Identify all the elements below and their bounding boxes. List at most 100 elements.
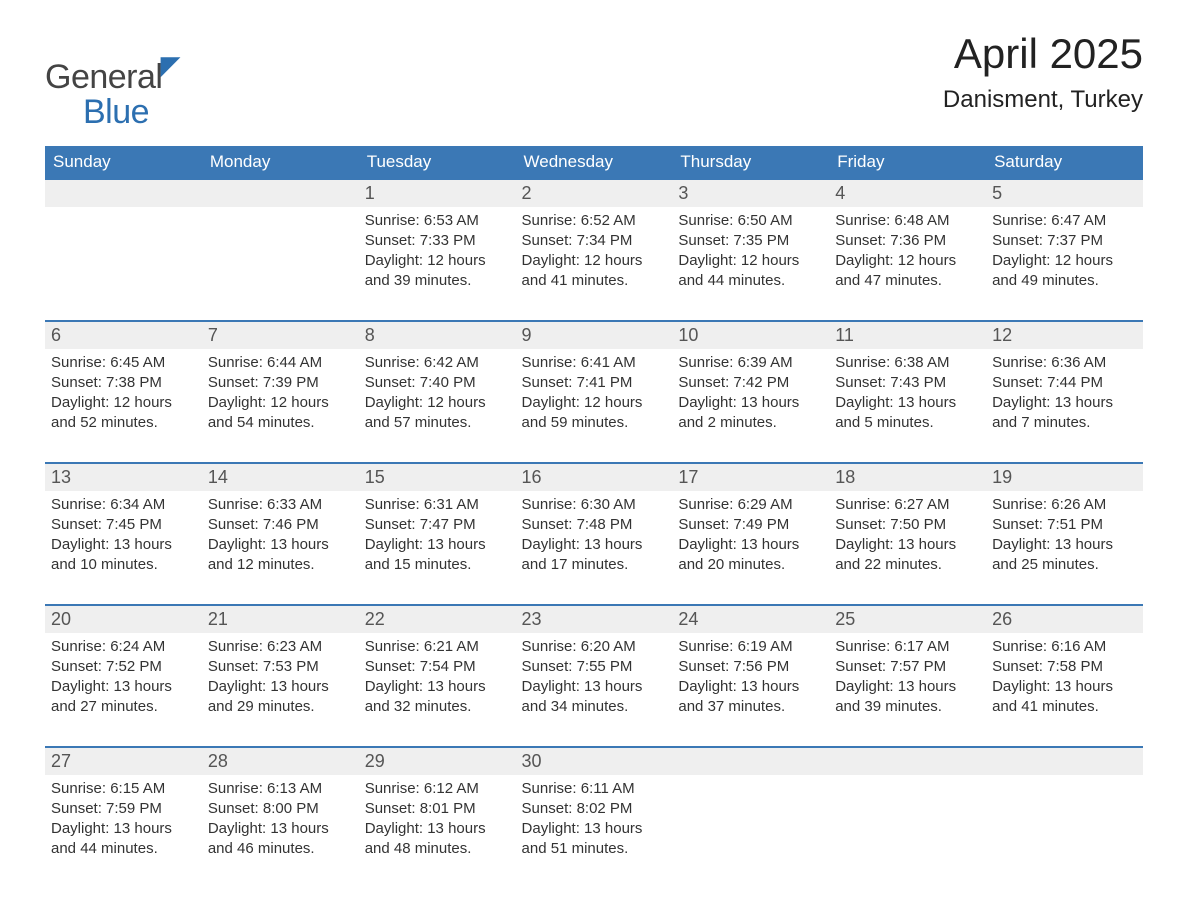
sunset-line: Sunset: 7:45 PM [51,516,162,533]
sunset-line: Sunset: 7:48 PM [522,516,633,533]
sunrise-line: Sunrise: 6:16 AM [992,638,1106,655]
daylight-line: Daylight: 13 hours and 20 minutes. [678,536,799,573]
day-details: Sunrise: 6:21 AM Sunset: 7:54 PM Daylight:… [359,633,516,747]
day-content-row: Sunrise: 6:24 AMSunset: 7:52 PMDaylight:… [45,633,1143,747]
sunset-line: Sunset: 7:52 PM [51,658,162,675]
sunrise-line: Sunrise: 6:53 AM [365,212,479,229]
day-number: 11 [829,321,986,349]
sunrise-line: Sunrise: 6:38 AM [835,354,949,371]
day-number-row: 27282930 [45,747,1143,775]
day-number: 16 [516,463,673,491]
day-details: Sunrise: 6:45 AMSunset: 7:38 PMDaylight:… [45,349,202,463]
daylight-line: Daylight: 13 hours and 41 minutes. [992,678,1113,715]
sunrise-line: Sunrise: 6:44 AM [208,354,322,371]
empty-cell [202,207,359,321]
day-details: Sunrise: 6:41 AMSunset: 7:41 PMDaylight:… [516,349,673,463]
sunset-line: Sunset: 8:00 PM [208,800,319,817]
sunrise-line: Sunrise: 6:21 AM [365,638,479,655]
daylight-line: Daylight: 13 hours and 7 minutes. [992,394,1113,431]
day-number: 9 [516,321,673,349]
daylight-line: Daylight: 13 hours and 5 minutes. [835,394,956,431]
sunrise-line: Sunrise: 6:20 AM [522,638,636,655]
sunset-line: Sunset: 7:44 PM [992,374,1103,391]
daylight-line: Daylight: 13 hours and 39 minutes. [835,678,956,715]
day-details: Sunrise: 6:44 AMSunset: 7:39 PMDaylight:… [202,349,359,463]
daylight-line: Daylight: 13 hours and 51 minutes. [522,820,643,857]
empty-cell [45,207,202,321]
day-number: 20 [45,605,202,633]
sunset-line: Sunset: 7:38 PM [51,374,162,391]
day-details: Sunrise: 6:20 AMSunset: 7:55 PMDaylight:… [516,633,673,747]
daylight-line: Daylight: 13 hours and 25 minutes. [992,536,1113,573]
sunset-line: Sunset: 7:37 PM [992,232,1103,249]
sunrise-line: Sunrise: 6:52 AM [522,212,636,229]
day-number-row: 13141516171819 [45,463,1143,491]
daylight-line: Daylight: 13 hours and 29 minutes. [208,678,329,715]
sunset-line: Sunset: 7:59 PM [51,800,162,817]
calendar-table: SundayMondayTuesdayWednesdayThursdayFrid… [45,146,1143,888]
empty-cell [986,747,1143,775]
sunset-line: Sunset: 7:36 PM [835,232,946,249]
location-label: Danisment, Turkey [943,86,1143,114]
sunrise-line: Sunrise: 6:15 AM [51,780,165,797]
weekday-header: Tuesday [359,146,516,179]
sunset-line: Sunset: 7:46 PM [208,516,319,533]
daylight-line: Daylight: 12 hours and 39 minutes. [365,252,486,289]
day-number: 22 [359,605,516,633]
empty-cell [672,747,829,775]
day-number: 14 [202,463,359,491]
sunrise-line: Sunrise: 6:19 AM [678,638,792,655]
empty-cell [986,775,1143,888]
day-details: Sunrise: 6:12 AMSunset: 8:01 PMDaylight:… [359,775,516,888]
day-details: Sunrise: 6:39 AMSunset: 7:42 PMDaylight:… [672,349,829,463]
empty-cell [829,775,986,888]
title-block: April 2025 Danisment, Turkey [943,30,1143,114]
sunset-line: Sunset: 7:54 PM [365,658,476,675]
day-details: Sunrise: 6:26 AM Sunset: 7:51 PM Daylight:… [986,491,1143,605]
sunset-line: Sunset: 7:55 PM [522,658,633,675]
day-details: Sunrise: 6:34 AMSunset: 7:45 PMDaylight:… [45,491,202,605]
sunset-line: Sunset: 8:01 PM [365,800,476,817]
daylight-line: Daylight: 13 hours and 32 minutes. [365,678,486,715]
day-number: 27 [45,747,202,775]
sunset-line: Sunset: 7:34 PM [522,232,633,249]
day-content-row: Sunrise: 6:34 AMSunset: 7:45 PMDaylight:… [45,491,1143,605]
sunrise-line: Sunrise: 6:13 AM [208,780,322,797]
day-details: Sunrise: 6:27 AMSunset: 7:50 PMDaylight:… [829,491,986,605]
sunset-line: Sunset: 7:50 PM [835,516,946,533]
month-title: April 2025 [943,30,1143,78]
daylight-line: Daylight: 13 hours and 17 minutes. [522,536,643,573]
day-details: Sunrise: 6:42 AMSunset: 7:40 PMDaylight:… [359,349,516,463]
calendar-body: 12345Sunrise: 6:53 AMSunset: 7:33 PMDayl… [45,179,1143,888]
weekday-header: Monday [202,146,359,179]
day-number: 1 [359,179,516,207]
sunset-line: Sunset: 7:51 PM [992,516,1103,533]
day-number: 19 [986,463,1143,491]
day-number: 26 [986,605,1143,633]
day-details: Sunrise: 6:50 AMSunset: 7:35 PMDaylight:… [672,207,829,321]
header: General◤ Blue April 2025 Danisment, Turk… [45,30,1143,128]
flag-icon: ◤ [160,50,180,80]
sunset-line: Sunset: 7:35 PM [678,232,789,249]
daylight-line: Daylight: 13 hours and 37 minutes. [678,678,799,715]
day-number: 21 [202,605,359,633]
day-number: 29 [359,747,516,775]
day-number-row: 6789101112 [45,321,1143,349]
sunset-line: Sunset: 7:57 PM [835,658,946,675]
weekday-header: Saturday [986,146,1143,179]
day-details: Sunrise: 6:16 AMSunset: 7:58 PMDaylight:… [986,633,1143,747]
day-number: 5 [986,179,1143,207]
day-details: Sunrise: 6:19 AMSunset: 7:56 PMDaylight:… [672,633,829,747]
sunrise-line: Sunrise: 6:50 AM [678,212,792,229]
day-details: Sunrise: 6:53 AMSunset: 7:33 PMDaylight:… [359,207,516,321]
daylight-line: Daylight: 13 hours and 12 minutes. [208,536,329,573]
sunset-line: Sunset: 7:53 PM [208,658,319,675]
weekday-header: Friday [829,146,986,179]
sunrise-line: Sunrise: 6:26 AM [992,496,1106,513]
sunrise-line: Sunrise: 6:23 AM [208,638,322,655]
day-number: 4 [829,179,986,207]
sunset-line: Sunset: 7:47 PM [365,516,476,533]
day-content-row: Sunrise: 6:15 AM Sunset: 7:59 PM Daylight:… [45,775,1143,888]
sunrise-line: Sunrise: 6:17 AM [835,638,949,655]
day-number: 3 [672,179,829,207]
